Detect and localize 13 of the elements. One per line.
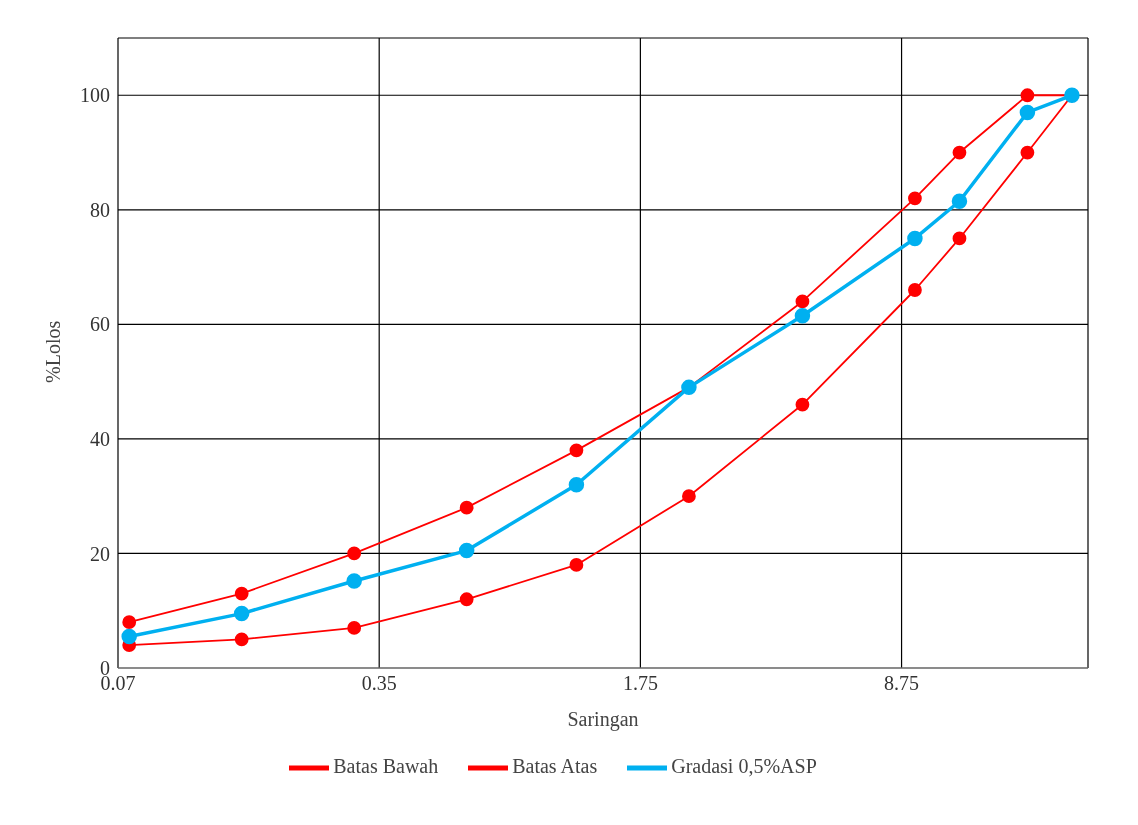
- y-tick-label: 40: [90, 428, 110, 451]
- legend-label: Gradasi 0,5%ASP: [671, 754, 817, 777]
- legend-label: Batas Atas: [512, 754, 598, 777]
- x-tick-label: 1.75: [622, 672, 658, 695]
- y-tick-label: 80: [90, 198, 110, 221]
- legend-label: Batas Bawah: [333, 754, 439, 777]
- y-tick-label: 60: [90, 313, 110, 336]
- y-tick-label: 100: [80, 84, 110, 107]
- y-tick-label: 20: [90, 542, 110, 565]
- x-tick-label: 8.75: [884, 672, 920, 695]
- x-axis-title: Saringan: [567, 708, 639, 731]
- x-tick-label: 0.35: [361, 672, 397, 695]
- y-axis-title: %Lolos: [42, 320, 65, 383]
